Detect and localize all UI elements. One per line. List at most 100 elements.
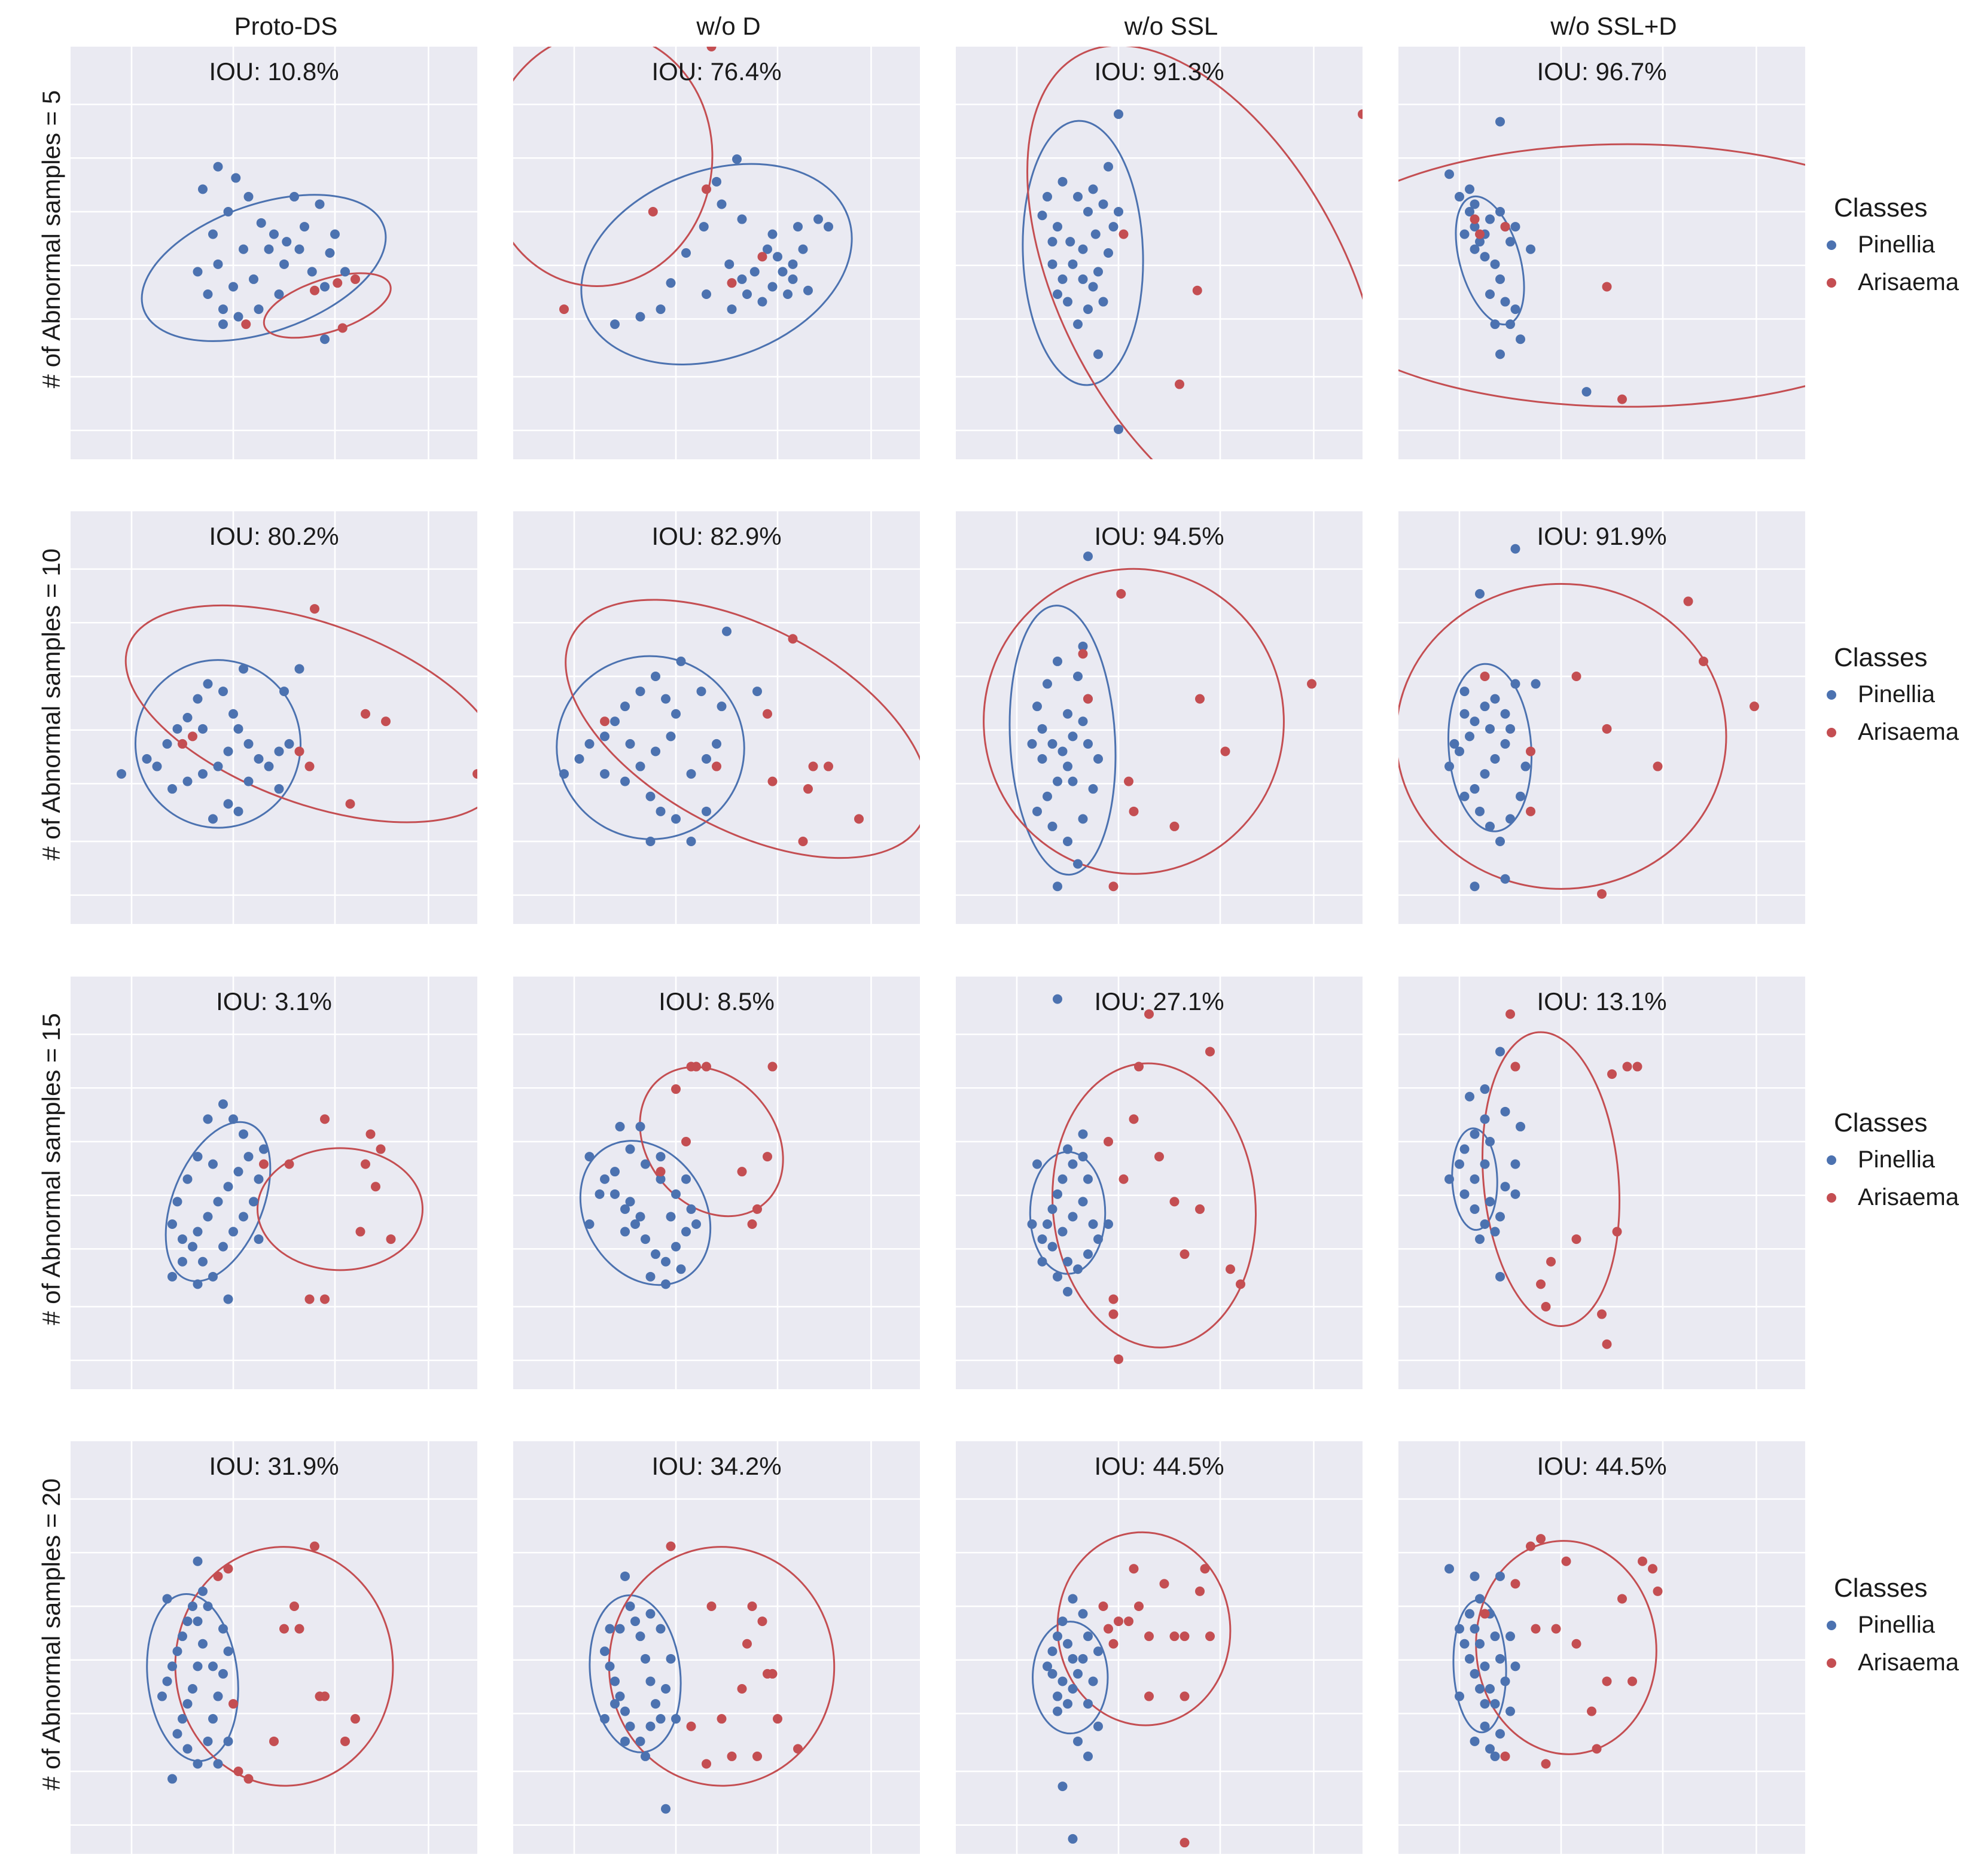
pinellia-point — [1057, 746, 1068, 756]
arisaema-point — [737, 1167, 747, 1177]
pinellia-point — [635, 761, 645, 771]
pinellia-point — [605, 1624, 615, 1634]
pinellia-point — [1490, 754, 1500, 764]
pinellia-point — [1510, 1159, 1520, 1169]
pinellia-point — [1088, 282, 1098, 292]
legend-marker-pinellia — [1827, 240, 1836, 250]
pinellia-point — [1480, 1699, 1490, 1709]
arisaema-point — [1683, 596, 1693, 606]
panel-background — [956, 511, 1363, 924]
pinellia-point — [1505, 237, 1515, 247]
arisaema-point — [1116, 589, 1126, 599]
pinellia-point — [645, 1609, 656, 1619]
pinellia-point — [1068, 1684, 1078, 1694]
row-label-5: # of Abnormal samples = 5 — [37, 90, 65, 388]
pinellia-point — [1093, 1234, 1103, 1244]
pinellia-point — [1444, 761, 1454, 771]
arisaema-point — [381, 716, 391, 727]
pinellia-point — [1470, 222, 1480, 232]
pinellia-point — [666, 731, 676, 742]
pinellia-point — [178, 1631, 187, 1642]
pinellia-point — [671, 1714, 681, 1724]
pinellia-point — [1057, 274, 1068, 284]
arisaema-point — [1597, 1309, 1607, 1319]
pinellia-point — [620, 1706, 630, 1716]
pinellia-point — [162, 1676, 172, 1686]
arisaema-point — [1602, 1339, 1612, 1349]
pinellia-point — [1470, 1129, 1480, 1139]
panel-background — [956, 1441, 1363, 1854]
pinellia-point — [193, 1759, 203, 1769]
pinellia-point — [1078, 716, 1088, 727]
pinellia-point — [208, 1661, 218, 1671]
pinellia-point — [1088, 184, 1098, 194]
pinellia-point — [1465, 1609, 1474, 1619]
arisaema-point — [1144, 1691, 1154, 1701]
arisaema-point — [1510, 1579, 1520, 1589]
pinellia-point — [615, 1624, 625, 1634]
pinellia-point — [1485, 821, 1495, 831]
arisaema-point — [737, 1684, 747, 1694]
arisaema-point — [671, 1084, 681, 1094]
pinellia-point — [600, 1174, 609, 1184]
pinellia-point — [1510, 1189, 1520, 1199]
pinellia-point — [1063, 1286, 1072, 1297]
pinellia-point — [1043, 1219, 1052, 1229]
pinellia-point — [330, 229, 340, 239]
pinellia-point — [223, 1736, 233, 1746]
arisaema-point — [1175, 379, 1184, 389]
pinellia-point — [1053, 1271, 1062, 1282]
iou-label: IOU: 13.1% — [1537, 987, 1666, 1015]
arisaema-point — [752, 1204, 762, 1214]
arisaema-point — [1104, 1624, 1113, 1634]
arisaema-point — [1551, 1624, 1561, 1634]
arisaema-point — [702, 1759, 711, 1769]
panel-r1-c1: IOU: 82.9% — [513, 511, 920, 924]
panel-background — [71, 977, 477, 1389]
pinellia-point — [1449, 739, 1459, 749]
pinellia-point — [172, 724, 182, 734]
arisaema-point — [1638, 1556, 1647, 1566]
pinellia-point — [1495, 1271, 1505, 1282]
plot-area — [983, 551, 1316, 892]
pinellia-point — [193, 1227, 203, 1237]
pinellia-point — [1465, 184, 1474, 194]
pinellia-point — [208, 229, 218, 239]
arisaema-point — [1114, 1354, 1123, 1364]
pinellia-point — [213, 1691, 223, 1701]
pinellia-point — [188, 1602, 197, 1611]
arisaema-point — [1195, 694, 1205, 704]
arisaema-point — [1510, 1061, 1520, 1072]
pinellia-point — [1480, 1159, 1490, 1169]
pinellia-point — [264, 761, 274, 771]
pinellia-point — [1057, 1616, 1068, 1627]
arisaema-point — [559, 304, 569, 315]
pinellia-point — [1053, 1691, 1062, 1701]
pinellia-point — [213, 1197, 223, 1207]
pinellia-point — [1490, 319, 1500, 330]
pinellia-point — [198, 1586, 208, 1596]
pinellia-point — [213, 761, 223, 771]
panel-r2-c0: IOU: 3.1% — [71, 977, 477, 1389]
pinellia-point — [254, 754, 264, 764]
pinellia-point — [1098, 297, 1108, 307]
pinellia-point — [182, 1616, 193, 1627]
pinellia-point — [239, 1212, 248, 1222]
arisaema-point — [1129, 1114, 1139, 1124]
arisaema-point — [1602, 1676, 1612, 1686]
arisaema-point — [1226, 1264, 1235, 1274]
pinellia-point — [239, 244, 248, 254]
pinellia-point — [712, 176, 721, 187]
pinellia-point — [1459, 1144, 1470, 1154]
pinellia-point — [1063, 761, 1072, 771]
legend-marker-pinellia — [1827, 690, 1836, 700]
arisaema-point — [1571, 672, 1581, 681]
arisaema-point — [371, 1182, 380, 1192]
pinellia-point — [203, 289, 213, 299]
pinellia-point — [1480, 1721, 1490, 1731]
arisaema-point — [345, 799, 355, 809]
pinellia-point — [788, 274, 798, 284]
pinellia-point — [651, 746, 660, 756]
pinellia-point — [1073, 859, 1083, 869]
arisaema-point — [1192, 285, 1202, 295]
